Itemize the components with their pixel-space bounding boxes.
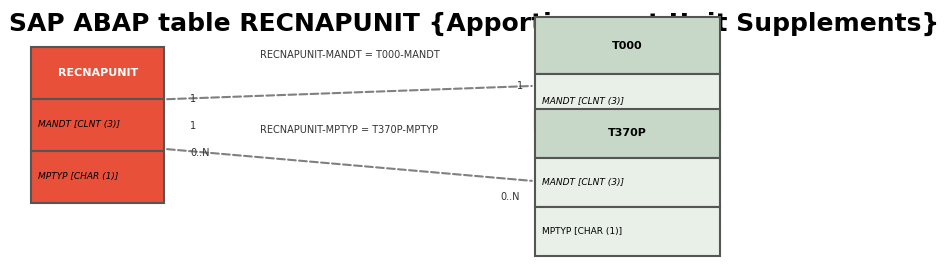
FancyBboxPatch shape: [31, 99, 165, 151]
Text: RECNAPUNIT-MANDT = T000-MANDT: RECNAPUNIT-MANDT = T000-MANDT: [259, 50, 439, 60]
Text: MANDT [CLNT (3)]: MANDT [CLNT (3)]: [542, 98, 624, 107]
Text: 0..N: 0..N: [500, 192, 520, 202]
Text: T000: T000: [612, 41, 642, 51]
Text: 1: 1: [190, 94, 196, 104]
Text: MANDT [CLNT (3)]: MANDT [CLNT (3)]: [39, 120, 120, 129]
Text: MPTYP [CHAR (1)]: MPTYP [CHAR (1)]: [542, 227, 622, 236]
Text: 1: 1: [190, 121, 196, 131]
Text: T370P: T370P: [608, 128, 647, 138]
Text: RECNAPUNIT: RECNAPUNIT: [58, 68, 137, 78]
FancyBboxPatch shape: [31, 151, 165, 202]
FancyBboxPatch shape: [535, 109, 720, 158]
FancyBboxPatch shape: [535, 207, 720, 256]
Text: MPTYP [CHAR (1)]: MPTYP [CHAR (1)]: [39, 172, 118, 181]
Text: 0..N: 0..N: [190, 148, 209, 158]
FancyBboxPatch shape: [535, 74, 720, 130]
FancyBboxPatch shape: [535, 158, 720, 207]
Text: 1: 1: [517, 81, 524, 91]
Text: MANDT [CLNT (3)]: MANDT [CLNT (3)]: [542, 178, 624, 187]
FancyBboxPatch shape: [31, 47, 165, 99]
FancyBboxPatch shape: [535, 18, 720, 74]
Text: RECNAPUNIT-MPTYP = T370P-MPTYP: RECNAPUNIT-MPTYP = T370P-MPTYP: [260, 125, 438, 135]
Text: SAP ABAP table RECNAPUNIT {Apportionment Unit Supplements}: SAP ABAP table RECNAPUNIT {Apportionment…: [9, 12, 939, 36]
